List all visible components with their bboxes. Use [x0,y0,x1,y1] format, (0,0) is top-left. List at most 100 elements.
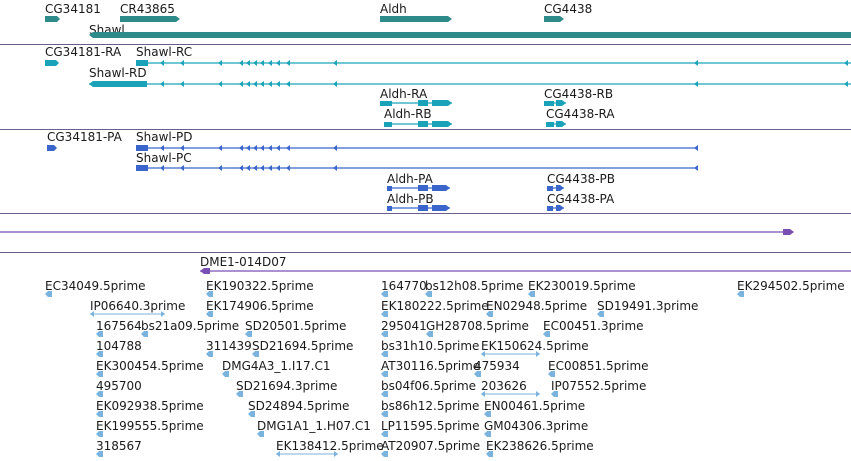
est-glyph[interactable] [481,351,540,357]
protein-label-shawl-pc[interactable]: Shawl-PC [136,151,192,165]
est-label[interactable]: LP11595.5prime [381,419,480,433]
est-label[interactable]: 203626 [481,379,527,393]
est-label[interactable]: EK190322.5prime [206,279,314,293]
est-label[interactable]: SD21694.5prime [252,339,354,353]
est-label[interactable]: EK092938.5prime [96,399,204,413]
est-label[interactable]: EC00451.3prime [543,319,644,333]
transcript-label-cg4438-rb[interactable]: CG4438-RB [544,87,614,101]
est-glyph[interactable] [381,331,388,337]
est-glyph[interactable] [381,291,388,297]
est-glyph[interactable] [597,311,604,317]
est-glyph[interactable] [381,431,388,437]
est-label[interactable]: EK294502.5prime [737,279,845,293]
est-label[interactable]: GM04306.3prime [484,419,589,433]
protein-glyph-shawl-pc[interactable] [136,165,698,171]
est-glyph[interactable] [528,291,535,297]
est-label[interactable]: EN02948.5prime [486,299,588,313]
est-glyph[interactable] [486,311,493,317]
est-glyph[interactable] [96,411,103,417]
est-glyph[interactable] [543,331,550,337]
protein-glyph-shawl-pd[interactable] [136,145,698,151]
gene-label-cg4438[interactable]: CG4438 [544,2,593,16]
est-label[interactable]: bs12h08.5prime [425,279,524,293]
est-label[interactable]: EK150624.5prime [481,339,589,353]
est-glyph[interactable] [381,371,388,377]
est-label[interactable]: EN00461.5prime [484,399,586,413]
est-label[interactable]: bs86h12.5prime [381,399,480,413]
protein-label-shawl-pd[interactable]: Shawl-PD [136,130,193,144]
est-glyph[interactable] [548,371,555,377]
est-label[interactable]: IP07552.5prime [551,379,647,393]
est-label[interactable]: 311439 [206,339,252,353]
est-label[interactable]: EK238626.5prime [486,439,594,453]
est-label[interactable]: EK230019.5prime [528,279,636,293]
est-glyph[interactable] [425,291,432,297]
transcript-glyph-aldh-ra[interactable] [380,100,452,106]
est-label[interactable]: bs31h10.5prime [381,339,480,353]
gene-label-aldh[interactable]: Aldh [380,2,407,16]
est-label[interactable]: 167564 [96,319,142,333]
protein-glyph-aldh-pa[interactable] [387,185,450,191]
est-label[interactable]: SD21694.3prime [236,379,338,393]
est-glyph[interactable] [252,351,259,357]
est-label[interactable]: 104788 [96,339,142,353]
est-glyph[interactable] [484,431,491,437]
est-glyph[interactable] [222,371,229,377]
transcript-glyph-shawl-rc[interactable] [136,60,851,66]
gene-glyph-shawl[interactable] [89,32,851,38]
est-label[interactable]: AT20907.5prime [381,439,481,453]
gene-glyph-aldh[interactable] [380,16,452,22]
est-glyph[interactable] [96,451,103,457]
est-label[interactable]: EC34049.5prime [45,279,146,293]
est-glyph[interactable] [381,411,388,417]
est-glyph[interactable] [245,331,252,337]
est-label[interactable]: EK174906.5prime [206,299,314,313]
est-label[interactable]: SD24894.5prime [248,399,350,413]
est-glyph[interactable] [381,451,388,457]
est-glyph[interactable] [276,451,338,457]
transcript-label-cg4438-ra[interactable]: CG4438-RA [546,107,615,121]
est-glyph[interactable] [486,451,493,457]
est-glyph[interactable] [45,291,52,297]
est-glyph[interactable] [474,371,481,377]
transcript-label-shawl-rd[interactable]: Shawl-RD [89,66,147,80]
est-glyph[interactable] [481,391,540,397]
est-label[interactable]: 164770 [381,279,427,293]
est-label[interactable]: IP06640.3prime [90,299,186,313]
est-label[interactable]: 295041 [381,319,427,333]
transcript-label-shawl-rc[interactable]: Shawl-RC [136,45,193,59]
est-label[interactable]: DMG4A3_1.I17.C1 [222,359,331,373]
est-glyph[interactable] [484,411,491,417]
est-glyph[interactable] [96,351,103,357]
est-label[interactable]: EK300454.5prime [96,359,204,373]
est-glyph[interactable] [206,311,213,317]
gene-glyph-cg34181[interactable] [45,16,60,22]
protein-glyph-cg34181-pa[interactable] [47,145,57,151]
est-glyph[interactable] [96,331,103,337]
est-glyph[interactable] [381,351,388,357]
est-label[interactable]: bs21a09.5prime [141,319,240,333]
protein-label-cg4438-pb[interactable]: CG4438-PB [547,172,616,186]
protein-label-cg34181-pa[interactable]: CG34181-PA [47,130,122,144]
est-label[interactable]: EK199555.5prime [96,419,204,433]
est-label[interactable]: 495700 [96,379,142,393]
est-label[interactable]: SD20501.5prime [245,319,347,333]
transcript-glyph-cg4438-ra[interactable] [546,121,566,127]
protein-label-cg4438-pa[interactable]: CG4438-PA [547,192,615,206]
transcript-glyph-aldh-rb[interactable] [384,121,452,127]
est-glyph[interactable] [90,311,165,317]
est-label[interactable]: EK180222.5prime [381,299,489,313]
protein-glyph-cg4438-pb[interactable] [547,185,564,191]
est-glyph[interactable] [236,391,243,397]
est-glyph[interactable] [551,391,558,397]
est-label[interactable]: EK138412.5prime [276,439,384,453]
est-glyph[interactable] [96,391,103,397]
est-glyph[interactable] [737,291,744,297]
transcript-label-cg34181-ra[interactable]: CG34181-RA [45,45,122,59]
protein-glyph-cg4438-pa[interactable] [547,205,564,211]
transcript-glyph-shawl-rd[interactable] [89,81,851,87]
protein-label-aldh-pa[interactable]: Aldh-PA [387,172,433,186]
est-label[interactable]: 318567 [96,439,142,453]
est-glyph[interactable] [206,291,213,297]
est-label[interactable]: AT30116.5prime [381,359,481,373]
